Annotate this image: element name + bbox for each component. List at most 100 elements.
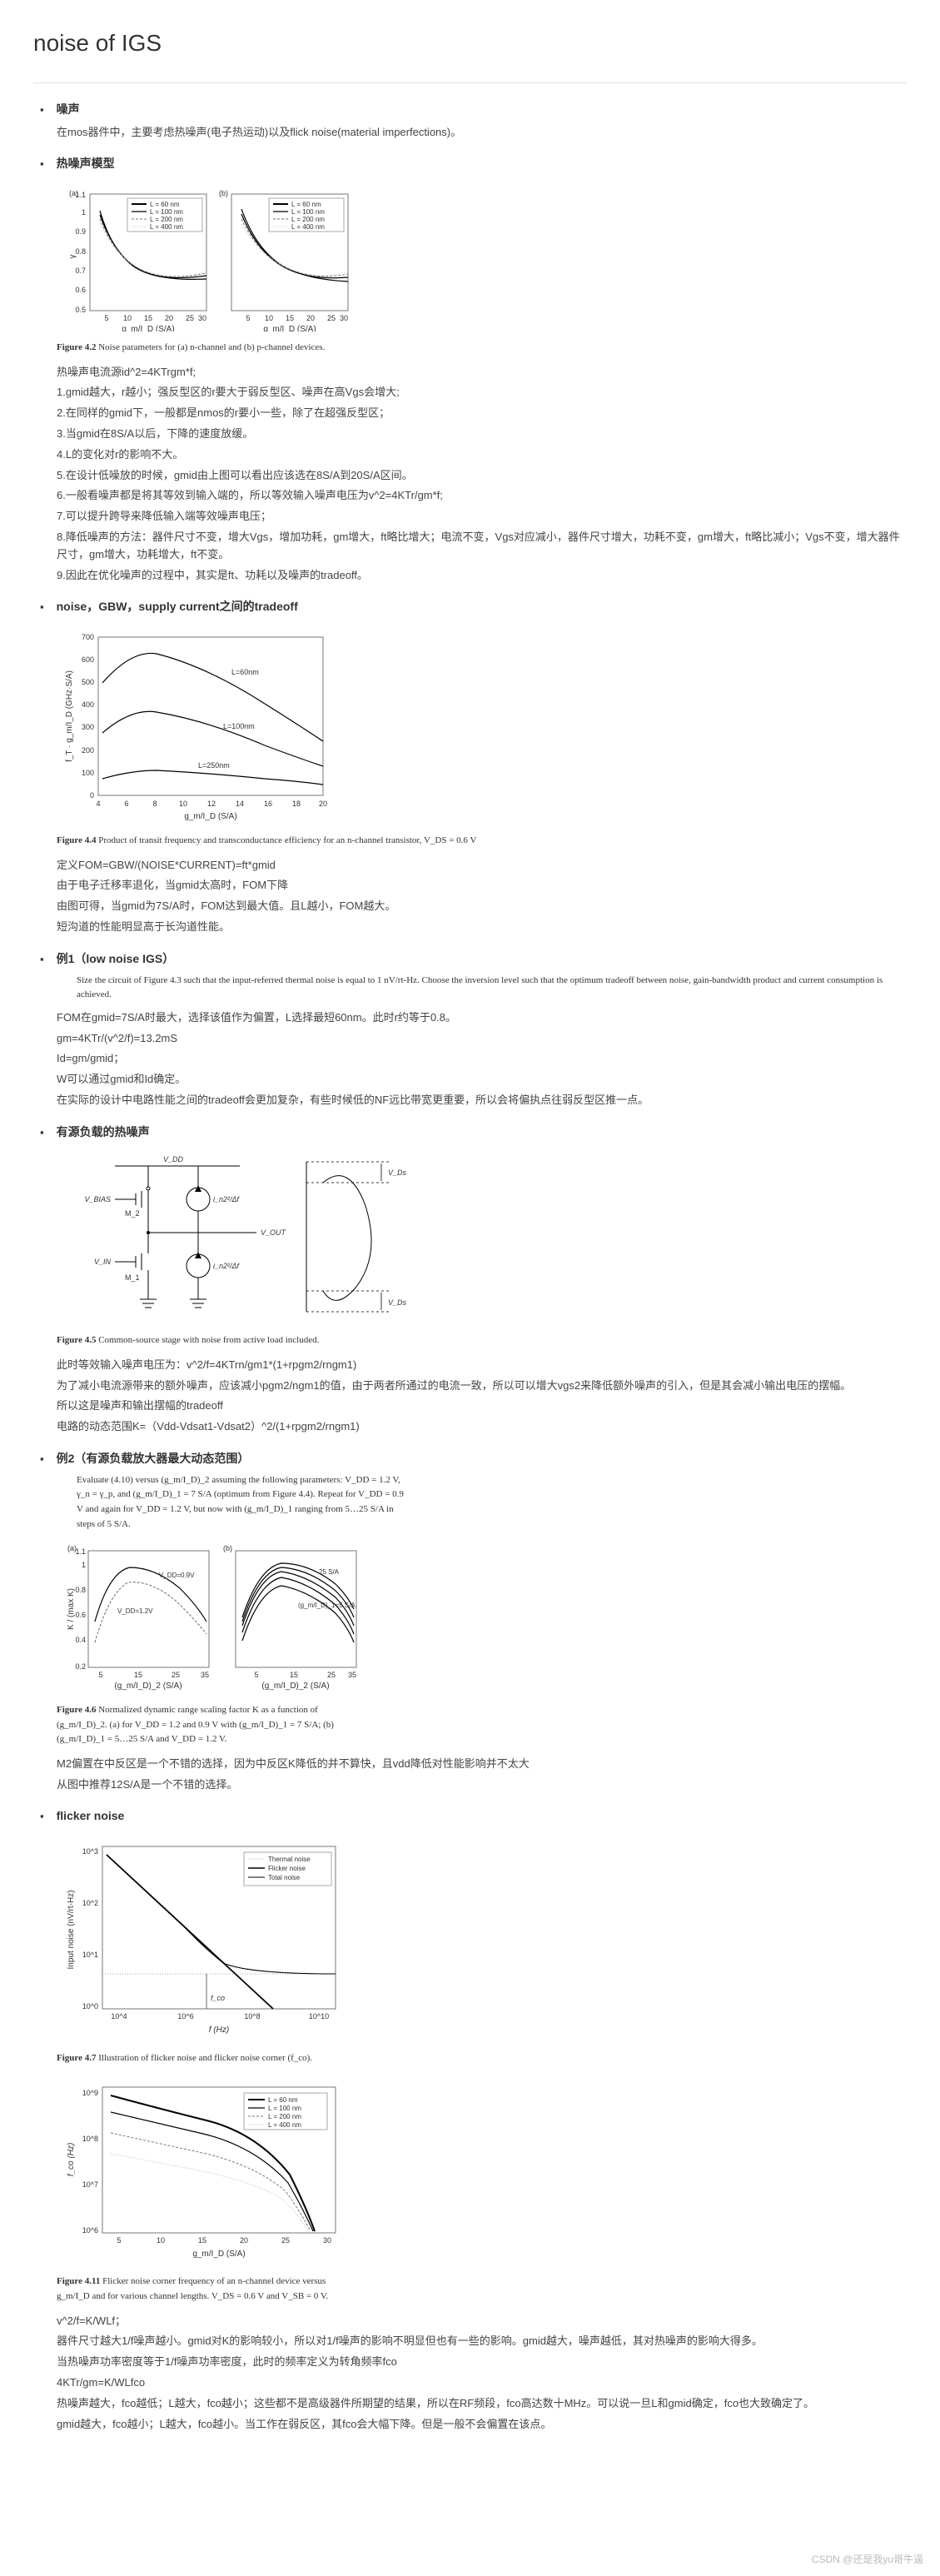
- svg-text:g_m/I_D (S/A): g_m/I_D (S/A): [263, 325, 316, 331]
- fig42-svg: (a) 0.5 0.6 0.7 0.8 0.9 1 1.1 γ 5 10 15 …: [57, 182, 356, 331]
- s6-l1: 从图中推荐12S/A是一个不错的选择。: [57, 1776, 907, 1794]
- svg-text:10^2: 10^2: [82, 1899, 98, 1907]
- section-noise: 噪声 在mos器件中，主要考虑热噪声(电子热运动)以及flick noise(m…: [33, 100, 907, 142]
- svg-text:g_m/I_D (S/A): g_m/I_D (S/A): [184, 812, 236, 821]
- svg-text:L = 60 nm: L = 60 nm: [268, 2096, 298, 2104]
- s3-l2: 由图可得，当gmid为7S/A时，FOM达到最大值。且L越小，FOM越大。: [57, 898, 907, 915]
- svg-text:V_DD: V_DD: [163, 1155, 184, 1163]
- s3-l0: 定义FOM=GBW/(NOISE*CURRENT)=ft*gmid: [57, 857, 907, 874]
- svg-text:L=100nm: L=100nm: [223, 722, 255, 730]
- svg-text:10^7: 10^7: [82, 2180, 98, 2189]
- title-rule: [33, 82, 907, 83]
- svg-text:L = 400 nm: L = 400 nm: [150, 223, 183, 231]
- svg-text:5: 5: [98, 1671, 102, 1679]
- svg-text:f (Hz): f (Hz): [209, 2025, 229, 2035]
- section-ex2: 例2（有源负载放大器最大动态范围） Evaluate (4.10) versus…: [33, 1449, 907, 1793]
- svg-text:(g_m/I_D)_2 (S/A): (g_m/I_D)_2 (S/A): [261, 1682, 329, 1691]
- svg-text:10^0: 10^0: [82, 2002, 98, 2010]
- fig44-caption: Figure 4.4 Product of transit frequency …: [57, 834, 907, 849]
- svg-text:L = 400 nm: L = 400 nm: [268, 2121, 301, 2129]
- svg-text:10^6: 10^6: [177, 2012, 193, 2020]
- s7-l0: v^2/f=K/WLf；: [57, 2313, 907, 2330]
- svg-text:Input noise (nV/rt-Hz): Input noise (nV/rt-Hz): [67, 1891, 76, 1970]
- svg-text:0.4: 0.4: [75, 1636, 86, 1644]
- svg-text:L = 100 nm: L = 100 nm: [150, 208, 183, 216]
- ex1-quote: Size the circuit of Figure 4.3 such that…: [57, 974, 907, 1003]
- svg-text:10: 10: [265, 314, 273, 322]
- svg-text:5: 5: [117, 2236, 121, 2245]
- figure-4-7: 10^4 10^6 10^8 10^10 f (Hz) 10^0 10^1 10…: [57, 1834, 907, 2065]
- svg-text:0: 0: [90, 791, 94, 800]
- svg-text:200: 200: [82, 746, 94, 755]
- svg-text:f_co: f_co: [211, 1994, 225, 2002]
- fig411-caption: Figure 4.11 Flicker noise corner frequen…: [57, 2275, 348, 2304]
- s4-l4: 在实际的设计中电路性能之间的tradeoff会更加复杂，有些时候低的NF远比带宽…: [57, 1092, 907, 1109]
- ex2-quote: Evaluate (4.10) versus (g_m/I_D)_2 assum…: [57, 1473, 406, 1532]
- figure-4-5: V_DD V_BIAS M_2 V_OUT: [57, 1149, 907, 1348]
- svg-text:V_OUT: V_OUT: [261, 1228, 287, 1237]
- svg-text:K / (max K): K / (max K): [67, 1588, 76, 1630]
- s7-l2: 当热噪声功率密度等于1/f噪声功率密度，此时的频率定义为转角频率fco: [57, 2354, 907, 2371]
- s5-l3: 电路的动态范围K=（Vdd-Vdsat1-Vdsat2）^2/(1+rpgm2/…: [57, 1418, 907, 1436]
- svg-text:L=250nm: L=250nm: [198, 761, 230, 770]
- svg-text:(b): (b): [219, 189, 228, 197]
- fig44-svg: 0 100 200 300 400 500 600 700 f_T · g_m/…: [57, 625, 340, 825]
- section-tradeoff: noise，GBW，supply current之间的tradeoff 0 10…: [33, 597, 907, 935]
- s2-l3: 3.当gmid在8S/A以后，下降的速度放缓。: [57, 426, 907, 443]
- svg-text:10^3: 10^3: [82, 1847, 98, 1856]
- svg-text:i_n2²/Δf: i_n2²/Δf: [213, 1262, 241, 1270]
- heading-ex1: 例1（low noise IGS）: [57, 952, 175, 965]
- svg-text:10^8: 10^8: [244, 2012, 260, 2020]
- svg-text:M_1: M_1: [125, 1273, 140, 1282]
- svg-text:5: 5: [254, 1671, 258, 1679]
- s4-l3: W可以通过gmid和Id确定。: [57, 1071, 907, 1089]
- svg-text:15: 15: [198, 2236, 206, 2245]
- fig46-svg: (a) K / (max K) 0.2 0.4 0.6 0.8 1 1.1 5 …: [57, 1540, 373, 1694]
- svg-text:L=60nm: L=60nm: [231, 668, 259, 676]
- svg-text:300: 300: [82, 723, 94, 731]
- svg-text:35: 35: [201, 1671, 209, 1679]
- figure-4-11: 5 10 15 20 25 30 g_m/I_D (S/A) 10^6 10^7…: [57, 2075, 907, 2304]
- heading-ex2: 例2（有源负载放大器最大动态范围）: [57, 1452, 250, 1465]
- svg-text:25: 25: [186, 314, 194, 322]
- svg-text:(g_m/I_D)_1=5 S/A: (g_m/I_D)_1=5 S/A: [298, 1602, 356, 1609]
- svg-text:f_T · g_m/I_D (GHz·S/A): f_T · g_m/I_D (GHz·S/A): [65, 670, 74, 762]
- s2-l0: 热噪声电流源id^2=4KTrgm*f;: [57, 364, 907, 381]
- svg-text:30: 30: [198, 314, 206, 322]
- fig45-svg: V_DD V_BIAS M_2 V_OUT: [57, 1149, 406, 1324]
- svg-text:35: 35: [348, 1671, 356, 1679]
- content-list: 噪声 在mos器件中，主要考虑热噪声(电子热运动)以及flick noise(m…: [33, 100, 907, 2434]
- svg-text:M_2: M_2: [125, 1209, 140, 1218]
- section-flicker: flicker noise 10^4 10^6 10^8 10^10 f (Hz…: [33, 1806, 907, 2433]
- svg-text:8: 8: [152, 800, 157, 808]
- s2-l7: 7.可以提升跨导来降低输入端等效噪声电压；: [57, 508, 907, 526]
- svg-text:V_Dsat1: V_Dsat1: [388, 1298, 406, 1307]
- svg-text:15: 15: [134, 1671, 142, 1679]
- heading-flicker: flicker noise: [57, 1809, 125, 1822]
- svg-text:L = 100 nm: L = 100 nm: [291, 208, 325, 216]
- fig45-caption: Figure 4.5 Common-source stage with nois…: [57, 1333, 907, 1348]
- svg-text:(b): (b): [223, 1544, 232, 1552]
- svg-text:V_IN: V_IN: [94, 1258, 112, 1266]
- svg-text:10^6: 10^6: [82, 2226, 98, 2235]
- fig42-caption: Figure 4.2 Noise parameters for (a) n-ch…: [57, 341, 907, 356]
- svg-text:γ: γ: [68, 255, 77, 259]
- s2-l9: 9.因此在优化噪声的过程中，其实是ft、功耗以及噪声的tradeoff。: [57, 567, 907, 585]
- svg-text:1.1: 1.1: [75, 1547, 86, 1556]
- s7-l4: 热噪声越大，fco越低；L越大，fco越小；这些都不是高级器件所期望的结果，所以…: [57, 2395, 907, 2413]
- s3-l3: 短沟道的性能明显高于长沟道性能。: [57, 919, 907, 936]
- svg-text:10^1: 10^1: [82, 1951, 98, 1959]
- svg-text:L = 60 nm: L = 60 nm: [291, 201, 321, 208]
- svg-text:0.6: 0.6: [75, 1611, 86, 1619]
- svg-text:L = 400 nm: L = 400 nm: [291, 223, 325, 231]
- svg-text:L = 200 nm: L = 200 nm: [150, 216, 183, 223]
- svg-text:4: 4: [96, 800, 100, 808]
- svg-text:0.8: 0.8: [75, 1586, 86, 1594]
- s2-l5: 5.在设计低噪放的时候，gmid由上图可以看出应该选在8S/A到20S/A区间。: [57, 467, 907, 485]
- svg-text:25: 25: [327, 314, 336, 322]
- svg-text:0.2: 0.2: [75, 1662, 86, 1671]
- svg-text:18: 18: [292, 800, 301, 808]
- s2-l6: 6.一般看噪声都是将其等效到输入端的，所以等效输入噪声电压为v^2=4KTr/g…: [57, 487, 907, 505]
- heading-noise: 噪声: [57, 102, 80, 116]
- footer-watermark: CSDN @还是我yu哥牛逼: [812, 2552, 923, 2568]
